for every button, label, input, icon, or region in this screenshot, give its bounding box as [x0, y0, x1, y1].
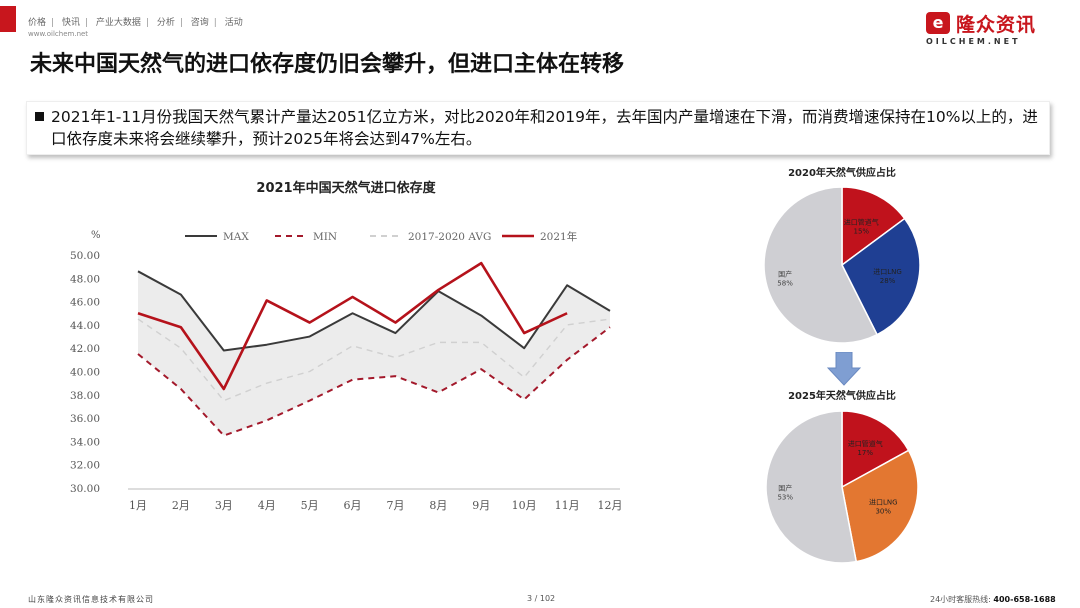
legend-label: 2017-2020 AVG: [408, 231, 491, 243]
y-tick-label: 34.00: [70, 436, 100, 448]
legend-label: MAX: [223, 231, 249, 243]
y-tick-label: 42.00: [70, 343, 100, 355]
pie-slice-label: 进口管道气: [848, 439, 883, 448]
pie-slice: [763, 186, 879, 344]
pie-slice-value: 15%: [854, 228, 870, 236]
y-tick-label: 50.00: [70, 250, 100, 262]
y-tick-label: 40.00: [70, 367, 100, 379]
x-tick-label: 7月: [386, 499, 404, 512]
x-tick-label: 1月: [129, 499, 147, 512]
chart-title: 2021年中国天然气进口依存度: [256, 180, 436, 196]
x-tick-label: 10月: [512, 499, 537, 512]
pie-chart-2020: 2020年天然气供应占比进口管道气 15% 进口LNG 28% 国产 58%: [735, 162, 955, 352]
nav-item-industry-data[interactable]: 产业大数据: [95, 18, 141, 28]
pie-slice-value: 58%: [777, 280, 793, 288]
page-title: 未来中国天然气的进口依存度仍旧会攀升，但进口主体在转移: [30, 52, 625, 77]
footer-hotline: 24小时客服热线: 400-658-1688: [930, 594, 1056, 605]
y-tick-label: 46.00: [70, 297, 100, 309]
y-tick-label: 38.00: [70, 390, 100, 402]
pie-slice-label: 进口LNG: [869, 498, 898, 506]
down-arrow-icon: [827, 352, 861, 386]
summary-text: 2021年1-11月份我国天然气累计产量达2051亿立方米，对比2020年和20…: [51, 108, 1038, 148]
pie-slice-value: 53%: [777, 493, 793, 501]
series-line-2021: [137, 261, 568, 391]
pie-slice: [841, 410, 910, 489]
y-axis-unit-label: %: [91, 230, 101, 241]
x-tick-label: 5月: [301, 499, 319, 512]
pie-slice-value: 28%: [880, 277, 896, 285]
line-chart-svg: 2021年中国天然气进口依存度% 30.00 32.00 34.00 36.00 38.0…: [70, 180, 623, 512]
x-tick-label: 8月: [429, 499, 447, 512]
y-tick-label: 30.00: [70, 483, 100, 495]
logo-mark-icon: e: [926, 12, 950, 34]
hotline-number[interactable]: 400-658-1688: [993, 595, 1056, 604]
x-tick-label: 12月: [598, 499, 623, 512]
series-line-min: [137, 326, 611, 437]
pie-title: 2025年天然气供应占比: [788, 389, 896, 402]
y-tick-label: 36.00: [70, 413, 100, 425]
series-line-max: [137, 270, 611, 352]
pie-slice: [841, 449, 919, 563]
pie-slice: [765, 410, 858, 564]
legend-label: 2021年: [540, 230, 577, 243]
bullet-square-icon: [35, 112, 44, 121]
nav-item-consulting[interactable]: 咨询: [190, 18, 209, 28]
pie-slice-label: 进口管道气: [844, 218, 879, 227]
site-url[interactable]: www.oilchem.net: [28, 30, 89, 38]
brand-red-bar: [0, 6, 16, 32]
pie-title: 2020年天然气供应占比: [788, 166, 896, 179]
y-tick-label: 44.00: [70, 320, 100, 332]
x-tick-label: 9月: [472, 499, 490, 512]
footer-company: 山东隆众资讯信息技术有限公司: [28, 595, 154, 604]
pie-slice-label: 国产: [778, 483, 792, 492]
nav-item-events[interactable]: 活动: [224, 18, 243, 28]
max-min-range-band: [138, 271, 610, 436]
x-tick-label: 2月: [172, 499, 190, 512]
nav-menu: 价格 | 快讯 | 产业大数据 | 分析 | 咨询 | 活动: [28, 18, 243, 28]
pie-slice-label: 国产: [778, 270, 792, 279]
x-tick-label: 11月: [555, 499, 580, 512]
oilchem-logo: e 隆众资讯 OILCHEM.NET: [926, 10, 1046, 46]
dependency-line-chart: 2021年中国天然气进口依存度% 30.00 32.00 34.00 36.00 38.0…: [70, 175, 670, 525]
pie-slice-label: 进口LNG: [873, 268, 902, 276]
pie-slice-value: 17%: [857, 449, 873, 457]
x-tick-label: 4月: [258, 499, 276, 512]
legend-label: MIN: [313, 231, 337, 243]
nav-item-price[interactable]: 价格: [28, 18, 47, 28]
nav-item-news[interactable]: 快讯: [61, 18, 80, 28]
page-number: 3 / 102: [527, 594, 556, 603]
logo-en-text: OILCHEM.NET: [926, 37, 1021, 46]
pie-slice: [841, 217, 921, 336]
pie-chart-2025: 2025年天然气供应占比进口管道气 17% 进口LNG 30% 国产 53%: [735, 385, 955, 565]
summary-box: 2021年1-11月份我国天然气累计产量达2051亿立方米，对比2020年和20…: [26, 101, 1050, 155]
y-tick-label: 48.00: [70, 273, 100, 285]
hotline-label: 24小时客服热线:: [930, 595, 991, 604]
top-navigation: 价格 | 快讯 | 产业大数据 | 分析 | 咨询 | 活动 www.oilchem.ne…: [0, 0, 1080, 38]
x-tick-label: 3月: [215, 499, 233, 512]
y-tick-label: 32.00: [70, 460, 100, 472]
logo-cn-text: 隆众资讯: [956, 14, 1037, 36]
x-tick-label: 6月: [344, 499, 362, 512]
nav-item-analysis[interactable]: 分析: [156, 18, 175, 28]
pie-slice: [841, 186, 906, 267]
pie-slice-value: 30%: [875, 507, 891, 515]
